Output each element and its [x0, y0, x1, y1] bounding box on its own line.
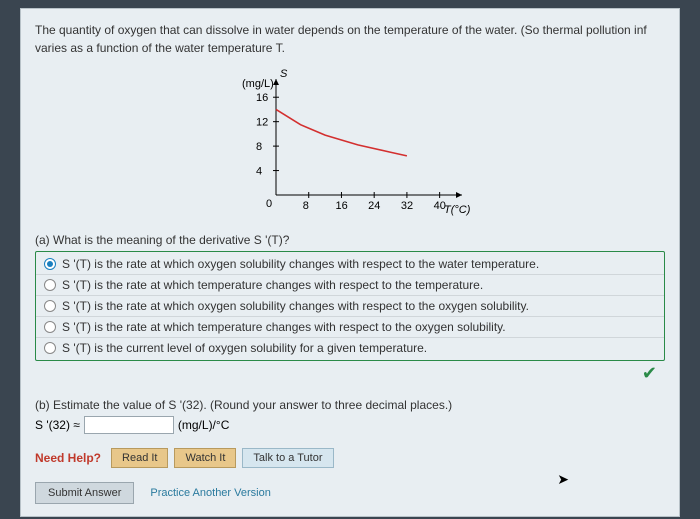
question-panel: The quantity of oxygen that can dissolve…: [20, 8, 680, 517]
solubility-chart: S (mg/L) T(°C) 0 4 8 12 16 8 16 24 32 40: [220, 65, 480, 225]
svg-text:T(°C): T(°C): [444, 204, 471, 216]
svg-text:12: 12: [256, 117, 268, 129]
svg-text:(mg/L): (mg/L): [242, 78, 274, 90]
option-label: S '(T) is the rate at which temperature …: [62, 278, 483, 292]
need-help-label: Need Help?: [35, 451, 101, 465]
read-it-button[interactable]: Read It: [111, 448, 168, 468]
chart-container: S (mg/L) T(°C) 0 4 8 12 16 8 16 24 32 40: [35, 65, 665, 225]
svg-text:4: 4: [256, 166, 262, 178]
option-label: S '(T) is the current level of oxygen so…: [62, 341, 427, 355]
svg-text:8: 8: [256, 141, 262, 153]
svg-text:0: 0: [266, 198, 272, 210]
part-b-unit: (mg/L)/°C: [178, 418, 229, 432]
radio-icon[interactable]: [44, 300, 56, 312]
option-row[interactable]: S '(T) is the rate at which oxygen solub…: [36, 254, 664, 275]
svg-text:8: 8: [303, 200, 309, 212]
radio-icon[interactable]: [44, 279, 56, 291]
problem-line-1: The quantity of oxygen that can dissolve…: [35, 23, 647, 37]
svg-text:32: 32: [401, 200, 413, 212]
problem-line-2: varies as a function of the water temper…: [35, 41, 285, 55]
part-a-question: (a) What is the meaning of the derivativ…: [35, 233, 665, 247]
part-b-text: (b) Estimate the value of S '(32). (Roun…: [35, 396, 665, 414]
part-a-options: S '(T) is the rate at which oxygen solub…: [35, 251, 665, 361]
svg-text:16: 16: [256, 92, 268, 104]
submit-answer-button[interactable]: Submit Answer: [35, 482, 134, 504]
cursor-icon: ➤: [557, 471, 569, 488]
part-b-input[interactable]: [84, 416, 174, 434]
option-row[interactable]: S '(T) is the current level of oxygen so…: [36, 338, 664, 358]
option-label: S '(T) is the rate at which oxygen solub…: [62, 299, 529, 313]
radio-icon[interactable]: [44, 258, 56, 270]
option-label: S '(T) is the rate at which temperature …: [62, 320, 506, 334]
svg-text:S: S: [280, 68, 288, 80]
practice-another-link[interactable]: Practice Another Version: [150, 487, 270, 499]
watch-it-button[interactable]: Watch It: [174, 448, 236, 468]
part-b-answer-row: S '(32) ≈ (mg/L)/°C: [35, 416, 665, 434]
svg-text:16: 16: [335, 200, 347, 212]
option-row[interactable]: S '(T) is the rate at which oxygen solub…: [36, 296, 664, 317]
svg-text:40: 40: [434, 200, 446, 212]
correct-check-icon: ✔: [35, 361, 665, 384]
radio-icon[interactable]: [44, 342, 56, 354]
radio-icon[interactable]: [44, 321, 56, 333]
footer-row: Submit Answer Practice Another Version: [35, 482, 665, 504]
option-label: S '(T) is the rate at which oxygen solub…: [62, 257, 539, 271]
talk-to-tutor-button[interactable]: Talk to a Tutor: [242, 448, 333, 468]
problem-text: The quantity of oxygen that can dissolve…: [35, 21, 665, 57]
svg-text:24: 24: [368, 200, 380, 212]
option-row[interactable]: S '(T) is the rate at which temperature …: [36, 275, 664, 296]
part-b-lhs: S '(32) ≈: [35, 418, 80, 432]
need-help-row: Need Help? Read It Watch It Talk to a Tu…: [35, 448, 665, 468]
option-row[interactable]: S '(T) is the rate at which temperature …: [36, 317, 664, 338]
